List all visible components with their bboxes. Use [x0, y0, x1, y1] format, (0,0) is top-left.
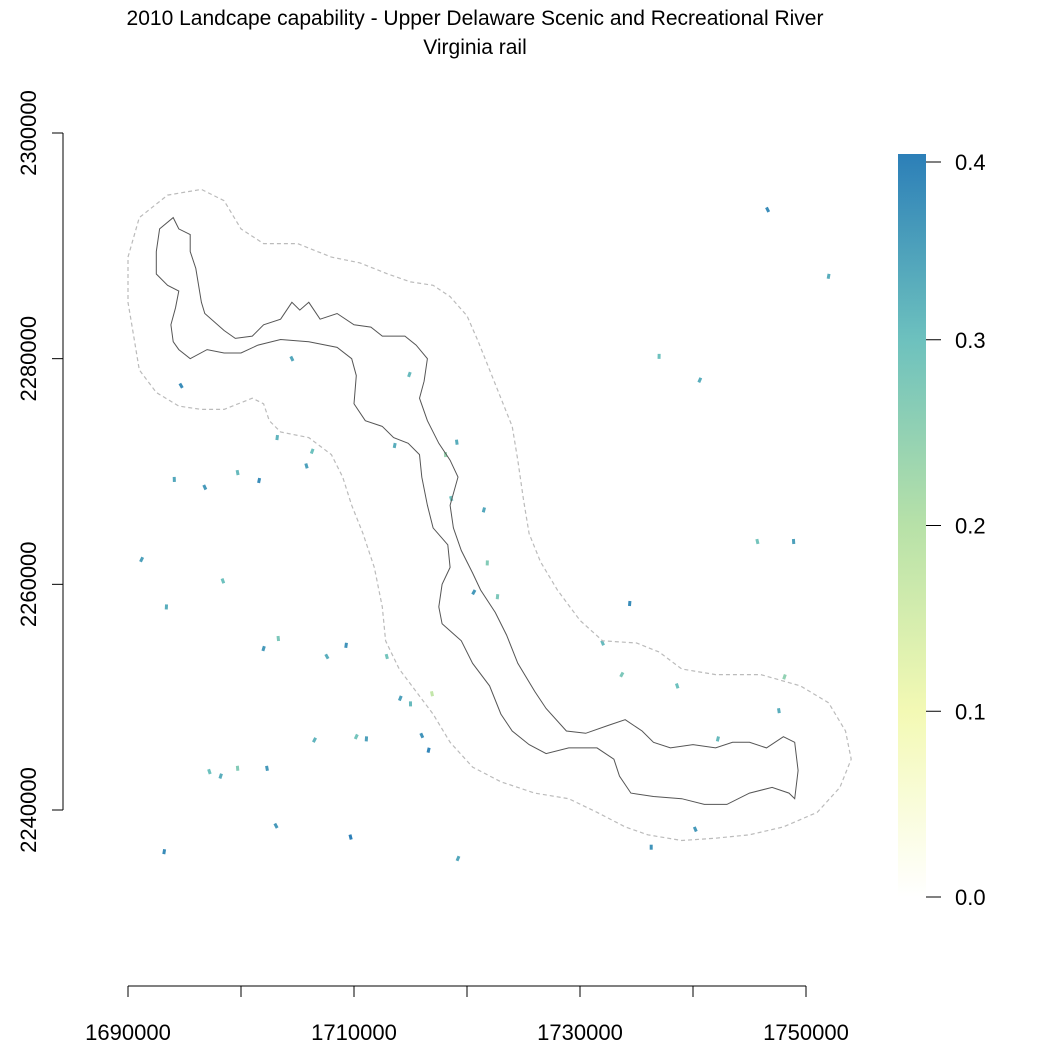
capability-patch — [309, 448, 315, 455]
capability-patch — [207, 768, 212, 775]
capability-patch — [257, 477, 262, 484]
capability-patch — [777, 707, 781, 714]
capability-patch — [443, 452, 448, 458]
x-axis-tick-label: 1730000 — [537, 1020, 623, 1045]
capability-patch — [627, 600, 632, 607]
legend-tick-label: 0.3 — [955, 328, 986, 353]
capability-patch — [261, 645, 266, 652]
legend-ticks: 0.4 0.3 0.2 0.1 0.0 — [926, 150, 986, 910]
capability-patch — [715, 736, 720, 742]
y-axis-tick-label: 2240000 — [16, 767, 41, 853]
capability-patch — [455, 855, 461, 862]
capability-patch — [164, 604, 169, 610]
capability-patch — [392, 442, 397, 449]
capability-patch — [289, 355, 295, 362]
capability-patch — [485, 560, 489, 566]
capability-patch — [649, 844, 653, 850]
capability-patch — [481, 507, 486, 513]
capability-patch — [235, 765, 240, 771]
capability-patch — [235, 469, 240, 476]
capability-patch — [657, 353, 661, 359]
x-axis-tick-label: 1690000 — [85, 1020, 171, 1045]
y-axis: 2240000 2260000 2280000 2300000 — [16, 90, 64, 853]
capability-patch — [139, 556, 145, 563]
capability-patch — [697, 377, 703, 383]
capability-patch-layer — [139, 206, 831, 862]
capability-patch — [353, 733, 359, 740]
y-axis-tick-label: 2280000 — [16, 316, 41, 402]
capability-patch — [220, 578, 226, 584]
map-subtitle: Virginia rail — [423, 36, 527, 59]
capability-patch — [348, 834, 353, 840]
capability-patch — [364, 736, 369, 742]
capability-patch — [454, 439, 459, 445]
capability-patch — [619, 671, 625, 678]
capability-patch — [765, 206, 771, 213]
capability-patch — [397, 695, 403, 702]
capability-patch — [265, 765, 269, 772]
capability-patch — [312, 737, 317, 743]
legend-color-bar — [898, 154, 926, 897]
capability-patch — [178, 382, 184, 389]
river-boundary-outline — [155, 216, 799, 805]
y-axis-tick-label: 2260000 — [16, 541, 41, 627]
capability-patch — [675, 683, 680, 689]
capability-patch — [202, 484, 208, 491]
capability-patch — [304, 463, 309, 469]
capability-patch — [162, 848, 167, 855]
capability-patch — [791, 538, 796, 545]
legend-tick-label: 0.4 — [955, 150, 986, 175]
x-axis: 1690000 1710000 1730000 1750000 — [85, 985, 849, 1045]
capability-patch — [324, 653, 330, 660]
capability-patch — [755, 538, 760, 545]
capability-patch — [172, 476, 176, 482]
map-title-block: 2010 Landcape capability - Upper Delawar… — [0, 4, 950, 62]
capability-patch — [408, 701, 413, 707]
capability-patch — [600, 640, 605, 646]
color-legend: 0.4 0.3 0.2 0.1 0.0 — [898, 150, 986, 910]
capability-patch — [276, 635, 281, 642]
capability-patch — [384, 653, 389, 660]
capability-patch — [273, 822, 279, 829]
capability-patch — [275, 434, 279, 441]
capability-patch — [426, 747, 431, 753]
capability-patch — [218, 773, 223, 779]
legend-tick-label: 0.1 — [955, 699, 986, 724]
capability-patch — [430, 691, 434, 697]
capability-patch — [495, 594, 500, 600]
capability-patch — [692, 826, 698, 833]
legend-tick-label: 0.2 — [955, 514, 986, 539]
buffer-outline — [127, 188, 852, 842]
x-axis-tick-label: 1750000 — [763, 1020, 849, 1045]
legend-tick-label: 0.0 — [955, 885, 986, 910]
x-axis-tick-label: 1710000 — [311, 1020, 397, 1045]
capability-patch — [471, 589, 477, 596]
capability-patch — [826, 273, 831, 280]
map-title: 2010 Landcape capability - Upper Delawar… — [126, 7, 824, 30]
capability-patch — [407, 371, 412, 378]
capability-patch — [419, 732, 425, 739]
capability-patch — [344, 642, 348, 648]
y-axis-tick-label: 2300000 — [16, 90, 41, 176]
capability-patch — [782, 674, 787, 680]
